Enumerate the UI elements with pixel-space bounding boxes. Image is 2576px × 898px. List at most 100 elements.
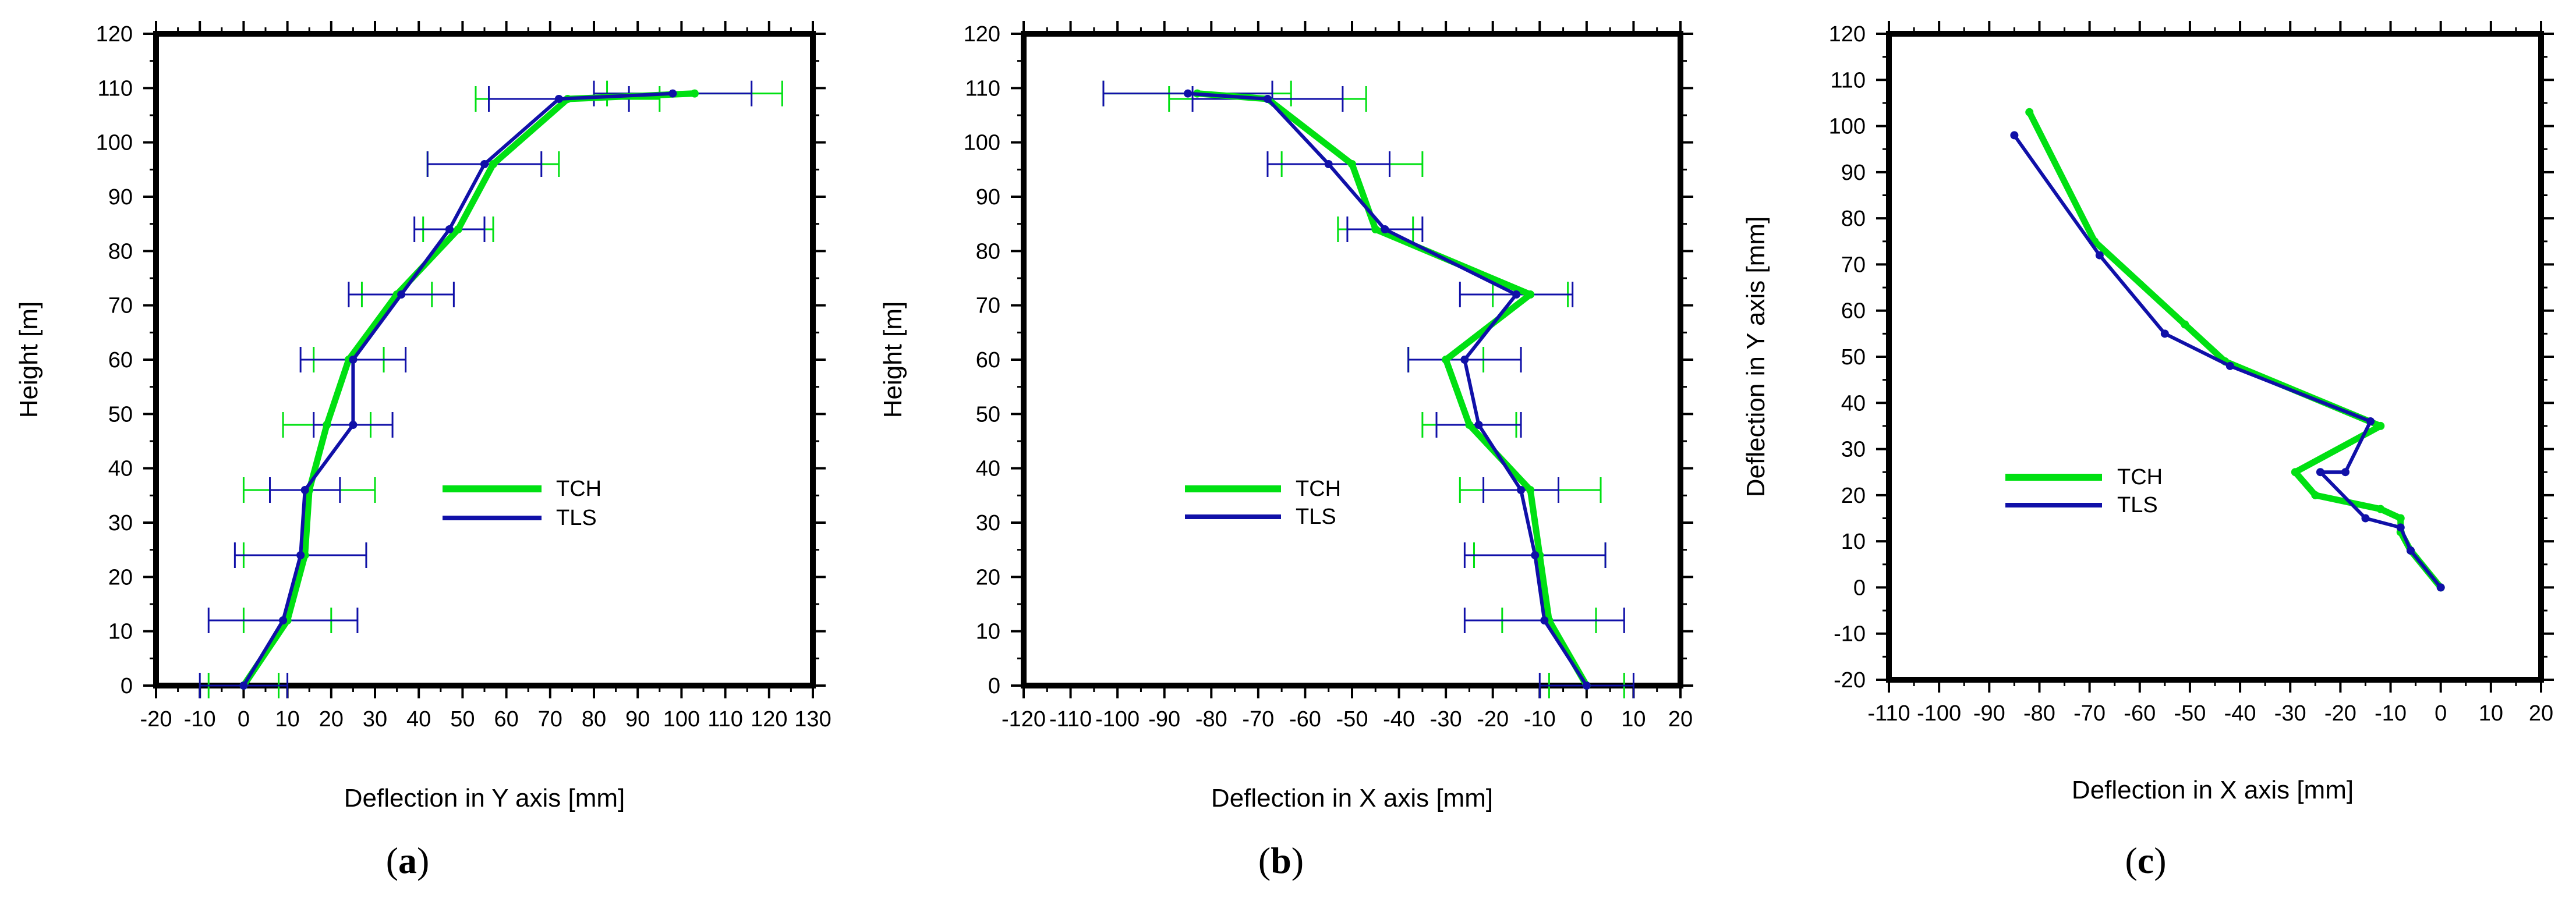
x-tick-label-c: 10 bbox=[2479, 701, 2503, 726]
y-tick-label-c: 10 bbox=[1841, 530, 1866, 554]
data-point-tch-c bbox=[2311, 491, 2320, 499]
plot-frame-a bbox=[153, 31, 816, 688]
y-tick-label-b: 0 bbox=[988, 674, 1000, 698]
y-tick-label-c: 90 bbox=[1841, 161, 1866, 185]
x-tick-label-b: -80 bbox=[1195, 707, 1227, 732]
grid-a bbox=[143, 21, 826, 698]
x-tick-label-a: 120 bbox=[751, 707, 787, 732]
x-tick-label-c: -80 bbox=[2023, 701, 2055, 726]
data-point-tch-c bbox=[2181, 320, 2189, 329]
y-tick-label-c: 50 bbox=[1841, 345, 1866, 370]
x-tick-label-c: -70 bbox=[2073, 701, 2106, 726]
x-tick-label-a: 130 bbox=[794, 707, 831, 732]
x-tick-label-b: -30 bbox=[1430, 707, 1462, 732]
error-bars-b bbox=[1102, 80, 1634, 698]
y-tick-label-b: 80 bbox=[976, 239, 1000, 264]
data-point-tls-a bbox=[445, 225, 454, 233]
data-point-tls-c bbox=[2010, 131, 2019, 140]
x-tick-label-b: -20 bbox=[1477, 707, 1509, 732]
x-tick-label-a: 100 bbox=[663, 707, 700, 732]
data-point-tls-a bbox=[554, 95, 563, 103]
data-point-tls-b bbox=[1517, 486, 1526, 494]
y-tick-label-b: 60 bbox=[976, 348, 1000, 372]
x-axis-title-a: Deflection in Y axis [mm] bbox=[344, 784, 625, 812]
y-tick-label-a: 70 bbox=[108, 294, 133, 318]
data-point-tls-c bbox=[2160, 329, 2169, 338]
x-tick-label-a: 60 bbox=[494, 707, 518, 732]
data-point-tls-a bbox=[397, 290, 406, 299]
data-point-tch-b bbox=[1526, 290, 1535, 299]
y-tick-label-b: 90 bbox=[976, 185, 1000, 210]
series-line-tls-b bbox=[1187, 91, 1588, 687]
data-point-tch-c bbox=[2376, 421, 2385, 430]
y-axis-title-a: Height [m] bbox=[15, 301, 43, 418]
data-point-tls-b bbox=[1324, 160, 1333, 168]
y-tick-label-a: 80 bbox=[108, 239, 133, 264]
panel-a: -20 -10 0 10 20 30 40 50 60 70 80 90 100 110 120 130 0 10… bbox=[15, 21, 831, 881]
x-tick-label-c: -40 bbox=[2224, 701, 2256, 726]
legend-a: TCH TLS bbox=[443, 477, 601, 530]
data-point-tch-c bbox=[2376, 505, 2385, 513]
x-tick-label-a: -20 bbox=[140, 707, 172, 732]
y-tick-label-b: 110 bbox=[965, 76, 1000, 101]
series-line-tls-a bbox=[242, 91, 673, 687]
y-tick-label-a: 120 bbox=[96, 22, 133, 47]
y-tick-label-a: 60 bbox=[108, 348, 133, 372]
y-tick-label-b: 70 bbox=[976, 294, 1000, 318]
data-point-tch-a bbox=[454, 225, 462, 233]
x-tick-label-b: -90 bbox=[1148, 707, 1180, 732]
x-tick-label-b: -100 bbox=[1095, 707, 1140, 732]
x-tick-label-a: 110 bbox=[707, 707, 743, 732]
y-tick-label-a: 0 bbox=[121, 674, 133, 698]
x-tick-label-c: -90 bbox=[1973, 701, 2005, 726]
y-tick-label-c: 110 bbox=[1830, 68, 1866, 93]
data-point-tch-b bbox=[1465, 421, 1474, 429]
x-tick-label-c: -100 bbox=[1917, 701, 1961, 726]
y-tick-label-c: 30 bbox=[1841, 438, 1866, 462]
x-tick-label-c: -110 bbox=[1867, 701, 1910, 726]
y-tick-label-b: 40 bbox=[976, 457, 1000, 481]
data-point-tls-a bbox=[279, 616, 288, 624]
y-tick-label-b: 120 bbox=[964, 22, 1000, 47]
data-point-tls-a bbox=[300, 486, 309, 494]
grid-c bbox=[1876, 21, 2554, 693]
y-tick-label-a: 110 bbox=[97, 76, 133, 101]
legend-c: TCH TLS bbox=[2005, 465, 2163, 517]
data-point-tch-a bbox=[323, 421, 331, 429]
legend-label-tch-a: TCH bbox=[556, 477, 601, 501]
data-point-tls-b bbox=[1184, 89, 1192, 98]
data-point-tls-c bbox=[2436, 583, 2445, 592]
x-tick-label-b: -40 bbox=[1383, 707, 1415, 732]
y-tick-label-a: 100 bbox=[96, 131, 133, 155]
y-tick-label-c: 100 bbox=[1829, 115, 1866, 139]
data-point-tls-c bbox=[2407, 546, 2415, 555]
y-tick-label-a: 10 bbox=[108, 620, 133, 644]
data-point-tls-b bbox=[1531, 551, 1540, 559]
panel-label-b-letter: b bbox=[1271, 840, 1291, 881]
data-point-tls-c bbox=[2095, 251, 2104, 260]
x-tick-label-a: 0 bbox=[238, 707, 250, 732]
panel-label-a-letter: a bbox=[398, 840, 417, 881]
panel-label-c: (c) bbox=[2125, 840, 2166, 881]
data-point-tls-b bbox=[1474, 421, 1483, 429]
data-point-tls-c bbox=[2396, 523, 2405, 532]
x-tick-label-b: 20 bbox=[1668, 707, 1693, 732]
series-line-tch-a bbox=[240, 90, 695, 688]
y-tick-label-c: -10 bbox=[1834, 622, 1866, 647]
legend-label-tch-b: TCH bbox=[1296, 477, 1341, 501]
data-point-tls-b bbox=[1540, 616, 1549, 624]
series-line-tch-b bbox=[1197, 90, 1590, 687]
data-point-tls-a bbox=[480, 160, 489, 168]
data-point-tls-a bbox=[239, 682, 248, 690]
data-point-tls-a bbox=[349, 421, 358, 429]
y-axis-title-b: Height [m] bbox=[879, 301, 907, 418]
y-axis-title-c: Deflection in Y axis [mm] bbox=[1742, 216, 1770, 498]
data-point-tls-a bbox=[349, 356, 358, 364]
x-tick-label-c: -20 bbox=[2324, 701, 2356, 726]
data-point-tls-c bbox=[2316, 468, 2324, 477]
x-tick-label-a: 80 bbox=[582, 707, 606, 732]
data-point-tls-b bbox=[1460, 356, 1469, 364]
y-tick-label-c: 70 bbox=[1841, 253, 1866, 277]
tick-labels-c: -110 -100 -90 -80 -70 -60 -50 -40 -30 -20 -10 0 10 20… bbox=[1829, 22, 2554, 726]
x-tick-label-a: 40 bbox=[406, 707, 431, 732]
